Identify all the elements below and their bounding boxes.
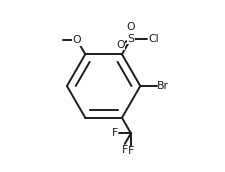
Text: F: F <box>127 146 133 156</box>
Text: O: O <box>126 22 135 32</box>
Text: O: O <box>115 40 124 50</box>
Text: S: S <box>127 34 134 44</box>
Text: Cl: Cl <box>148 34 159 44</box>
Text: F: F <box>121 145 127 155</box>
Text: O: O <box>72 35 81 45</box>
Text: F: F <box>111 128 117 138</box>
Text: Br: Br <box>157 81 169 91</box>
